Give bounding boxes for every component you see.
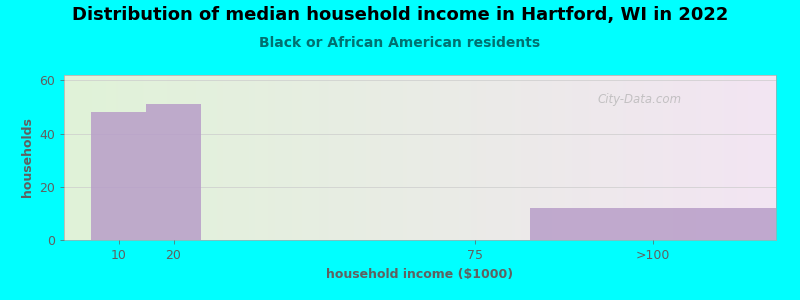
- Bar: [530, 208, 776, 240]
- Bar: [146, 104, 201, 240]
- X-axis label: household income ($1000): household income ($1000): [326, 268, 514, 281]
- Bar: [91, 112, 146, 240]
- Text: Distribution of median household income in Hartford, WI in 2022: Distribution of median household income …: [72, 6, 728, 24]
- Y-axis label: households: households: [21, 118, 34, 197]
- Text: City-Data.com: City-Data.com: [598, 93, 682, 106]
- Text: Black or African American residents: Black or African American residents: [259, 36, 541, 50]
